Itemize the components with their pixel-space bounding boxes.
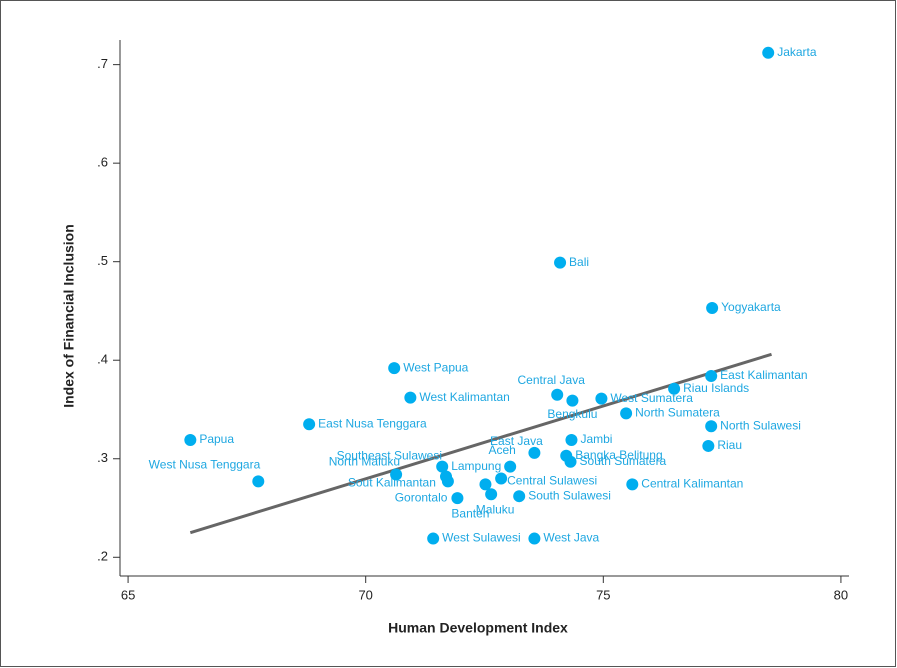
point-label: East Kalimantan bbox=[720, 368, 807, 382]
point-label: East Nusa Tenggara bbox=[318, 416, 427, 430]
point bbox=[513, 490, 526, 503]
point-label: Gorontalo bbox=[395, 490, 448, 504]
point bbox=[252, 475, 265, 488]
point-label: West Kalimantan bbox=[419, 390, 510, 404]
point bbox=[620, 407, 633, 420]
y-axis-label: Index of Financial Inclusion bbox=[61, 224, 77, 408]
x-axis-label: Human Development Index bbox=[388, 620, 568, 636]
point-label: North Sumatera bbox=[635, 406, 720, 420]
point-label: West Sulawesi bbox=[442, 531, 520, 545]
point bbox=[551, 388, 564, 401]
y-tick-label: .3 bbox=[97, 450, 108, 465]
point-label: East Java bbox=[490, 434, 543, 448]
point-label: Bangka Belitung bbox=[575, 448, 662, 462]
point bbox=[564, 455, 577, 468]
y-tick-label: .7 bbox=[97, 56, 108, 71]
point bbox=[762, 46, 775, 59]
x-tick-label: 70 bbox=[358, 587, 372, 602]
point bbox=[705, 369, 718, 382]
point-label: South Sulawesi bbox=[528, 488, 611, 502]
point-label: West Sumatera bbox=[610, 391, 693, 405]
x-tick-label: 80 bbox=[834, 587, 848, 602]
point-label: Bali bbox=[569, 255, 589, 269]
point-label: Bengkulu bbox=[547, 407, 597, 421]
point bbox=[495, 472, 508, 485]
point bbox=[504, 460, 517, 473]
point-label: Central Sulawesi bbox=[507, 474, 597, 488]
y-tick-label: .4 bbox=[97, 352, 108, 367]
point bbox=[427, 532, 440, 545]
point bbox=[479, 478, 492, 491]
point-label: Central Kalimantan bbox=[641, 477, 743, 491]
point bbox=[626, 478, 639, 491]
point bbox=[303, 418, 316, 431]
point-label: Yogyakarta bbox=[721, 300, 781, 314]
point bbox=[528, 532, 541, 545]
point bbox=[184, 434, 197, 447]
point bbox=[705, 420, 718, 433]
y-tick-label: .2 bbox=[97, 549, 108, 564]
point-label: North Sulawesi bbox=[720, 418, 801, 432]
point-label: Southeast Sulawesi bbox=[337, 449, 442, 463]
point-label: Sout Kalimantan bbox=[348, 476, 436, 490]
point bbox=[451, 492, 464, 505]
point-label: Banten bbox=[451, 507, 489, 521]
point bbox=[566, 394, 579, 407]
point bbox=[436, 460, 449, 473]
point-label: West Java bbox=[543, 531, 599, 545]
y-tick-label: .6 bbox=[97, 155, 108, 170]
point-label: Aceh bbox=[488, 443, 515, 457]
point-label: Jakarta bbox=[777, 45, 817, 59]
point bbox=[388, 362, 401, 375]
point-label: North Maluku bbox=[329, 455, 400, 469]
point bbox=[404, 391, 417, 404]
point-label: Central Java bbox=[518, 373, 586, 387]
point-label: West Nusa Tenggara bbox=[149, 458, 261, 472]
point bbox=[441, 475, 454, 488]
point-label: Lampung bbox=[451, 459, 501, 473]
point bbox=[706, 302, 719, 314]
point bbox=[668, 382, 681, 395]
point bbox=[565, 434, 578, 447]
x-tick-label: 65 bbox=[121, 587, 135, 602]
point bbox=[595, 392, 608, 405]
point-label: Papua bbox=[199, 432, 234, 446]
point bbox=[702, 439, 715, 452]
point-label: Riau bbox=[717, 438, 742, 452]
y-tick-label: .5 bbox=[97, 253, 108, 268]
point-label: Maluku bbox=[476, 502, 515, 516]
x-tick-label: 75 bbox=[596, 587, 610, 602]
point-label: Jambi bbox=[580, 432, 612, 446]
point-label: West Papua bbox=[403, 360, 468, 374]
point bbox=[554, 256, 567, 269]
point bbox=[485, 488, 498, 501]
point-label: South Sumatera bbox=[580, 454, 667, 468]
point-label: Riau Islands bbox=[683, 381, 749, 395]
point bbox=[528, 446, 541, 459]
point bbox=[390, 468, 403, 481]
